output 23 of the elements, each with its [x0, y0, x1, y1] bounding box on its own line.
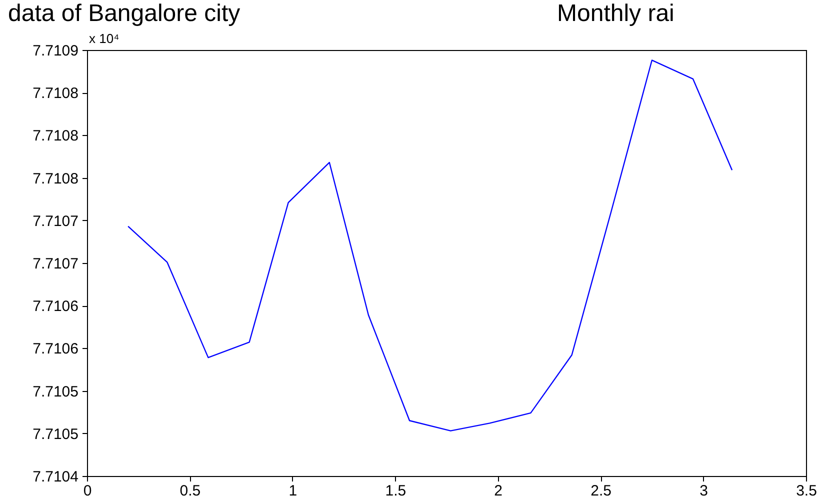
- y-tick-label: 7.7105: [32, 426, 78, 443]
- x-tick-label: 1: [288, 482, 298, 500]
- text: Monthly rai: [557, 0, 674, 27]
- x-tick-label: 0: [83, 482, 92, 500]
- x-tick-label: 1.5: [385, 482, 406, 500]
- chart-title: data of Bangalore city: [8, 0, 240, 27]
- y-tick-label: 7.7106: [32, 340, 78, 358]
- x-tick-label: 2.5: [590, 482, 612, 500]
- x-tick-label: 2: [494, 482, 503, 500]
- x-tick-label: 3: [700, 482, 708, 500]
- y-tick-label: 7.7108: [32, 85, 78, 102]
- y-tick-label: 7.7107: [32, 212, 78, 230]
- line-series: [127, 60, 733, 432]
- y-tick-label: 7.7105: [32, 383, 78, 400]
- y-tick-label: 7.7104: [32, 468, 78, 486]
- y-tick-label: 7.7108: [32, 170, 78, 188]
- y-tick-label: 7.7106: [32, 298, 78, 316]
- text: x 10⁴: [89, 31, 120, 46]
- x-tick-label: 0.5: [180, 482, 201, 500]
- y-tick-label: 7.7109: [32, 42, 78, 60]
- y-tick-label: 7.7108: [32, 128, 78, 145]
- y-tick-label: 7.7107: [32, 256, 78, 272]
- x-tick-label: 3.5: [796, 482, 817, 500]
